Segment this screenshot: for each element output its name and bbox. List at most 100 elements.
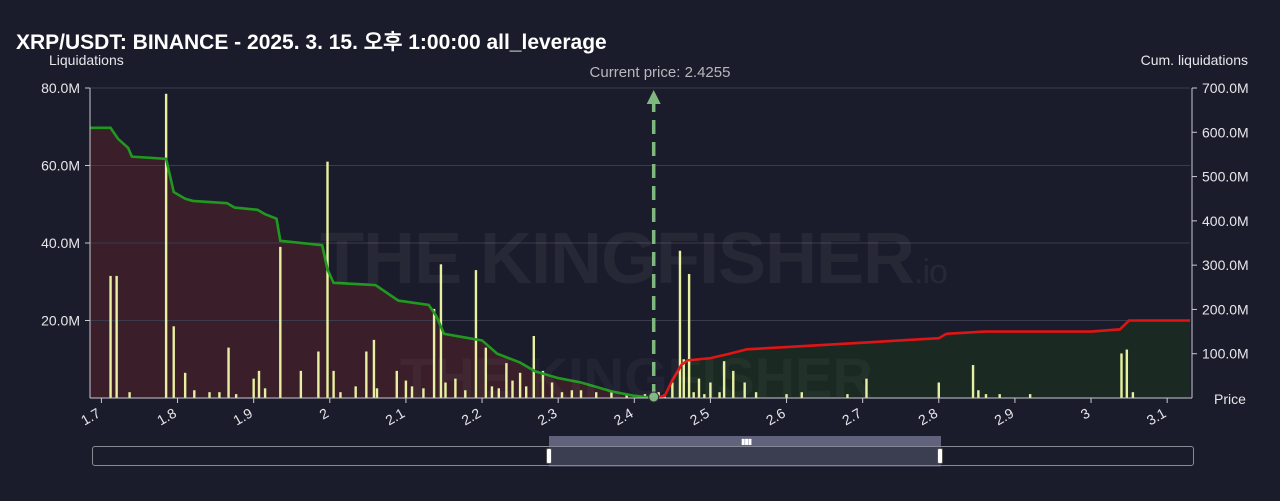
liquidation-bar [444,382,447,398]
range-slider-track[interactable] [92,446,1194,466]
liquidation-bar [164,93,168,398]
liquidation-bar [404,380,408,398]
y2-tick-label: 700.0M [1202,80,1249,96]
chart-title: XRP/USDT: BINANCE - 2025. 3. 15. 오후 1:00… [16,31,607,54]
liquidation-bar [671,382,674,398]
y-tick-label: 80.0M [41,80,80,96]
x-tick-label: 2.4 [611,405,636,429]
liquidation-bar [524,386,528,398]
cumulative-lines [90,126,1190,400]
liquidation-bar [692,392,695,398]
liquidation-bar [490,386,494,398]
liquidation-bar [846,394,849,398]
liquidation-bar [109,275,112,398]
liquidation-bar [395,370,398,398]
liquidation-bar [718,392,721,398]
liquidation-bar [326,161,329,398]
liquidation-bar [279,246,282,398]
liquidation-bar [115,275,118,398]
liquidation-bar [234,394,238,398]
current-price-label: Current price: 2.4255 [589,64,731,81]
liquidation-bar [454,378,457,398]
liquidation-bar [474,270,478,398]
liquidation-bar [610,392,613,398]
liquidation-bar [128,392,131,398]
liquidation-bar [532,336,536,398]
short-area-fill [653,320,1190,398]
liquidation-bar [208,392,211,398]
x-tick-label: 1.8 [154,405,179,429]
liquidation-bar [257,370,261,398]
liquidation-bar [937,382,940,398]
liquidation-bar [800,392,803,398]
y-tick-label: 40.0M [41,235,80,251]
y-axis-label-left: Liquidations [49,52,124,68]
liquidation-bar [365,351,368,398]
liquidation-bar [570,390,574,398]
liquidation-bar [998,394,1001,398]
y2-tick-label: 600.0M [1202,124,1249,140]
liquidation-bar [1125,349,1129,398]
x-tick-label: 2.5 [687,405,712,429]
liquidation-bar [541,370,545,398]
y2-tick-label: 300.0M [1202,257,1249,273]
x-tick-label: 2.6 [763,405,788,429]
x-tick-label: 2.7 [839,405,864,429]
y-axis-label-right: Cum. liquidations [1140,52,1248,68]
axes: 20.0M 40.0M 60.0M 80.0M 100.0M 200.0M 300.0M 40… [41,80,1249,428]
long-area-fill [90,127,654,398]
x-tick-label: 3.1 [1144,405,1169,429]
x-tick-label: 3 [1078,405,1093,423]
range-slider-left-handle[interactable] [546,448,552,464]
liquidation-bar [432,308,436,398]
liquidation-bar [252,378,255,398]
liquidation-bar [595,392,598,398]
x-tick-label: 2.2 [459,405,484,429]
liquidation-bar [682,359,685,398]
liquidation-bar [703,394,706,398]
liquidation-bar [579,390,583,398]
liquidation-bar [1131,392,1135,398]
range-slider-window[interactable] [549,436,941,467]
liquidation-bar [339,392,342,398]
liquidation-bar [971,365,975,398]
liquidation-bar [697,378,701,398]
liquidation-bar [625,394,628,398]
x-tick-label: 2.3 [535,405,560,429]
liquidation-bar [375,388,379,398]
liquidation-bar [183,372,187,398]
liquidation-bar [218,392,221,398]
range-slider-grip-icon[interactable]: ▮▮▮ [741,437,752,446]
range-slider-right-handle[interactable] [937,448,943,464]
area-fills [90,127,1190,398]
liquidation-bar [732,370,735,398]
liquidation-bar [865,378,868,398]
liquidation-bar [372,339,376,398]
x-tick-label: 1.7 [78,405,103,429]
current-price-marker [646,90,661,403]
y2-tick-label: 400.0M [1202,213,1249,229]
cum-long-line [90,126,654,400]
y-tick-label: 20.0M [41,313,80,329]
gridlines [90,87,1190,321]
liquidation-bar [511,380,514,398]
liquidation-bar [422,388,425,398]
liquidation-bar [354,386,357,398]
liquidation-bar [439,264,443,398]
liquidation-bar [722,361,726,398]
liquidation-bar [687,274,691,398]
x-tick-label: 2 [317,405,332,423]
y2-tick-label: 100.0M [1202,346,1249,362]
liquidation-bar [560,392,564,398]
liquidation-bar [977,390,980,398]
liquidation-bar [754,392,758,398]
liquidation-bar [984,394,988,398]
y2-tick-label: 500.0M [1202,169,1249,185]
liquidation-bar [550,382,554,398]
liquidation-bar [193,390,196,398]
liquidation-bar [678,250,682,398]
liquidation-bar [497,388,500,398]
x-tick-label: 2.8 [915,405,940,429]
liquidation-bars [109,93,1135,398]
